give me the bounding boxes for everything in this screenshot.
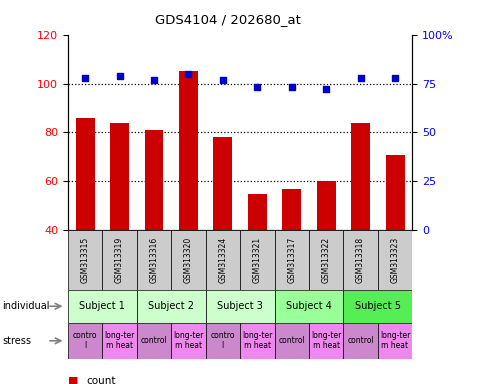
Text: Subject 3: Subject 3 [217,301,262,311]
Bar [136,290,205,323]
Text: GSM313323: GSM313323 [390,237,399,283]
Bar [274,230,308,290]
Bar [316,182,335,230]
Text: Subject 5: Subject 5 [354,301,400,311]
Text: long-ter
m heat: long-ter m heat [173,331,203,351]
Point [253,84,260,91]
Point [115,73,123,79]
Text: Subject 1: Subject 1 [79,301,125,311]
Bar [68,290,136,323]
Bar [179,71,197,230]
Bar [247,194,266,230]
Text: GSM313319: GSM313319 [115,237,124,283]
Bar [136,230,171,290]
Text: GDS4104 / 202680_at: GDS4104 / 202680_at [155,13,300,26]
Point [287,84,295,91]
Bar [240,230,274,290]
Point [150,76,157,83]
Bar [343,230,377,290]
Text: control: control [278,336,304,345]
Text: GSM313318: GSM313318 [355,237,364,283]
Bar [76,118,94,230]
Text: long-ter
m heat: long-ter m heat [379,331,409,351]
Text: GSM313317: GSM313317 [287,237,296,283]
Bar [308,230,343,290]
Text: control: control [140,336,167,345]
Bar [274,323,308,359]
Bar [171,323,205,359]
Bar [205,323,240,359]
Bar [377,323,411,359]
Text: count: count [86,376,116,384]
Bar [308,323,343,359]
Text: GSM313315: GSM313315 [80,237,90,283]
Point [390,74,398,81]
Text: stress: stress [2,336,31,346]
Bar [136,323,171,359]
Bar [240,323,274,359]
Point [81,74,89,81]
Point [321,86,329,93]
Text: long-ter
m heat: long-ter m heat [242,331,272,351]
Text: ■: ■ [68,376,78,384]
Text: GSM313316: GSM313316 [149,237,158,283]
Bar [68,323,102,359]
Text: contro
l: contro l [210,331,235,351]
Text: long-ter
m heat: long-ter m heat [310,331,341,351]
Text: long-ter
m heat: long-ter m heat [104,331,135,351]
Point [356,74,364,81]
Bar [102,323,136,359]
Bar [343,323,377,359]
Bar [350,123,369,230]
Bar [282,189,301,230]
Text: Subject 2: Subject 2 [148,301,194,311]
Text: Subject 4: Subject 4 [286,301,331,311]
Text: GSM313321: GSM313321 [252,237,261,283]
Text: GSM313320: GSM313320 [183,237,193,283]
Bar [377,230,411,290]
Point [184,71,192,77]
Text: control: control [347,336,373,345]
Bar [110,123,129,230]
Text: individual: individual [2,301,50,311]
Bar [205,290,274,323]
Point [218,76,226,83]
Bar [171,230,205,290]
Text: contro
l: contro l [73,331,97,351]
Bar [102,230,136,290]
Text: GSM313324: GSM313324 [218,237,227,283]
Bar [205,230,240,290]
Bar [343,290,411,323]
Bar [68,230,102,290]
Text: GSM313322: GSM313322 [321,237,330,283]
Bar [213,137,232,230]
Bar [385,154,404,230]
Bar [274,290,343,323]
Bar [144,130,163,230]
